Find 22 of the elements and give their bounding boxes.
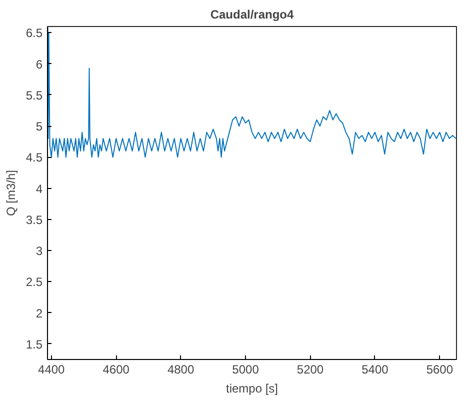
chart-title: Caudal/rango4 (210, 8, 294, 22)
x-axis-title: tiempo [s] (226, 382, 278, 396)
y-tick-label: 1.5 (26, 337, 43, 352)
x-tick-label: 4400 (38, 362, 66, 376)
x-tick-label: 5600 (426, 362, 454, 376)
y-axis-title: Q [m3/h] (4, 170, 18, 216)
y-tick-label: 2.5 (26, 275, 43, 290)
line-series (48, 26, 456, 158)
x-tick-label: 5200 (296, 362, 324, 376)
y-tick-label: 5 (36, 120, 43, 134)
y-tick-label: 2 (36, 306, 43, 320)
x-tick-label: 5000 (232, 362, 260, 376)
y-tick-label: 5.5 (26, 88, 43, 102)
y-tick-label: 4 (36, 182, 43, 196)
y-tick-label: 6 (36, 57, 43, 72)
y-tick-label: 6.5 (26, 26, 43, 40)
x-tick-label: 4600 (102, 362, 130, 376)
x-tick-label: 5400 (362, 362, 389, 376)
y-tick-label: 4.5 (26, 150, 43, 165)
y-tick-label: 3.5 (26, 212, 43, 227)
y-tick-label: 3 (36, 244, 43, 258)
x-tick-label: 4800 (167, 362, 194, 376)
